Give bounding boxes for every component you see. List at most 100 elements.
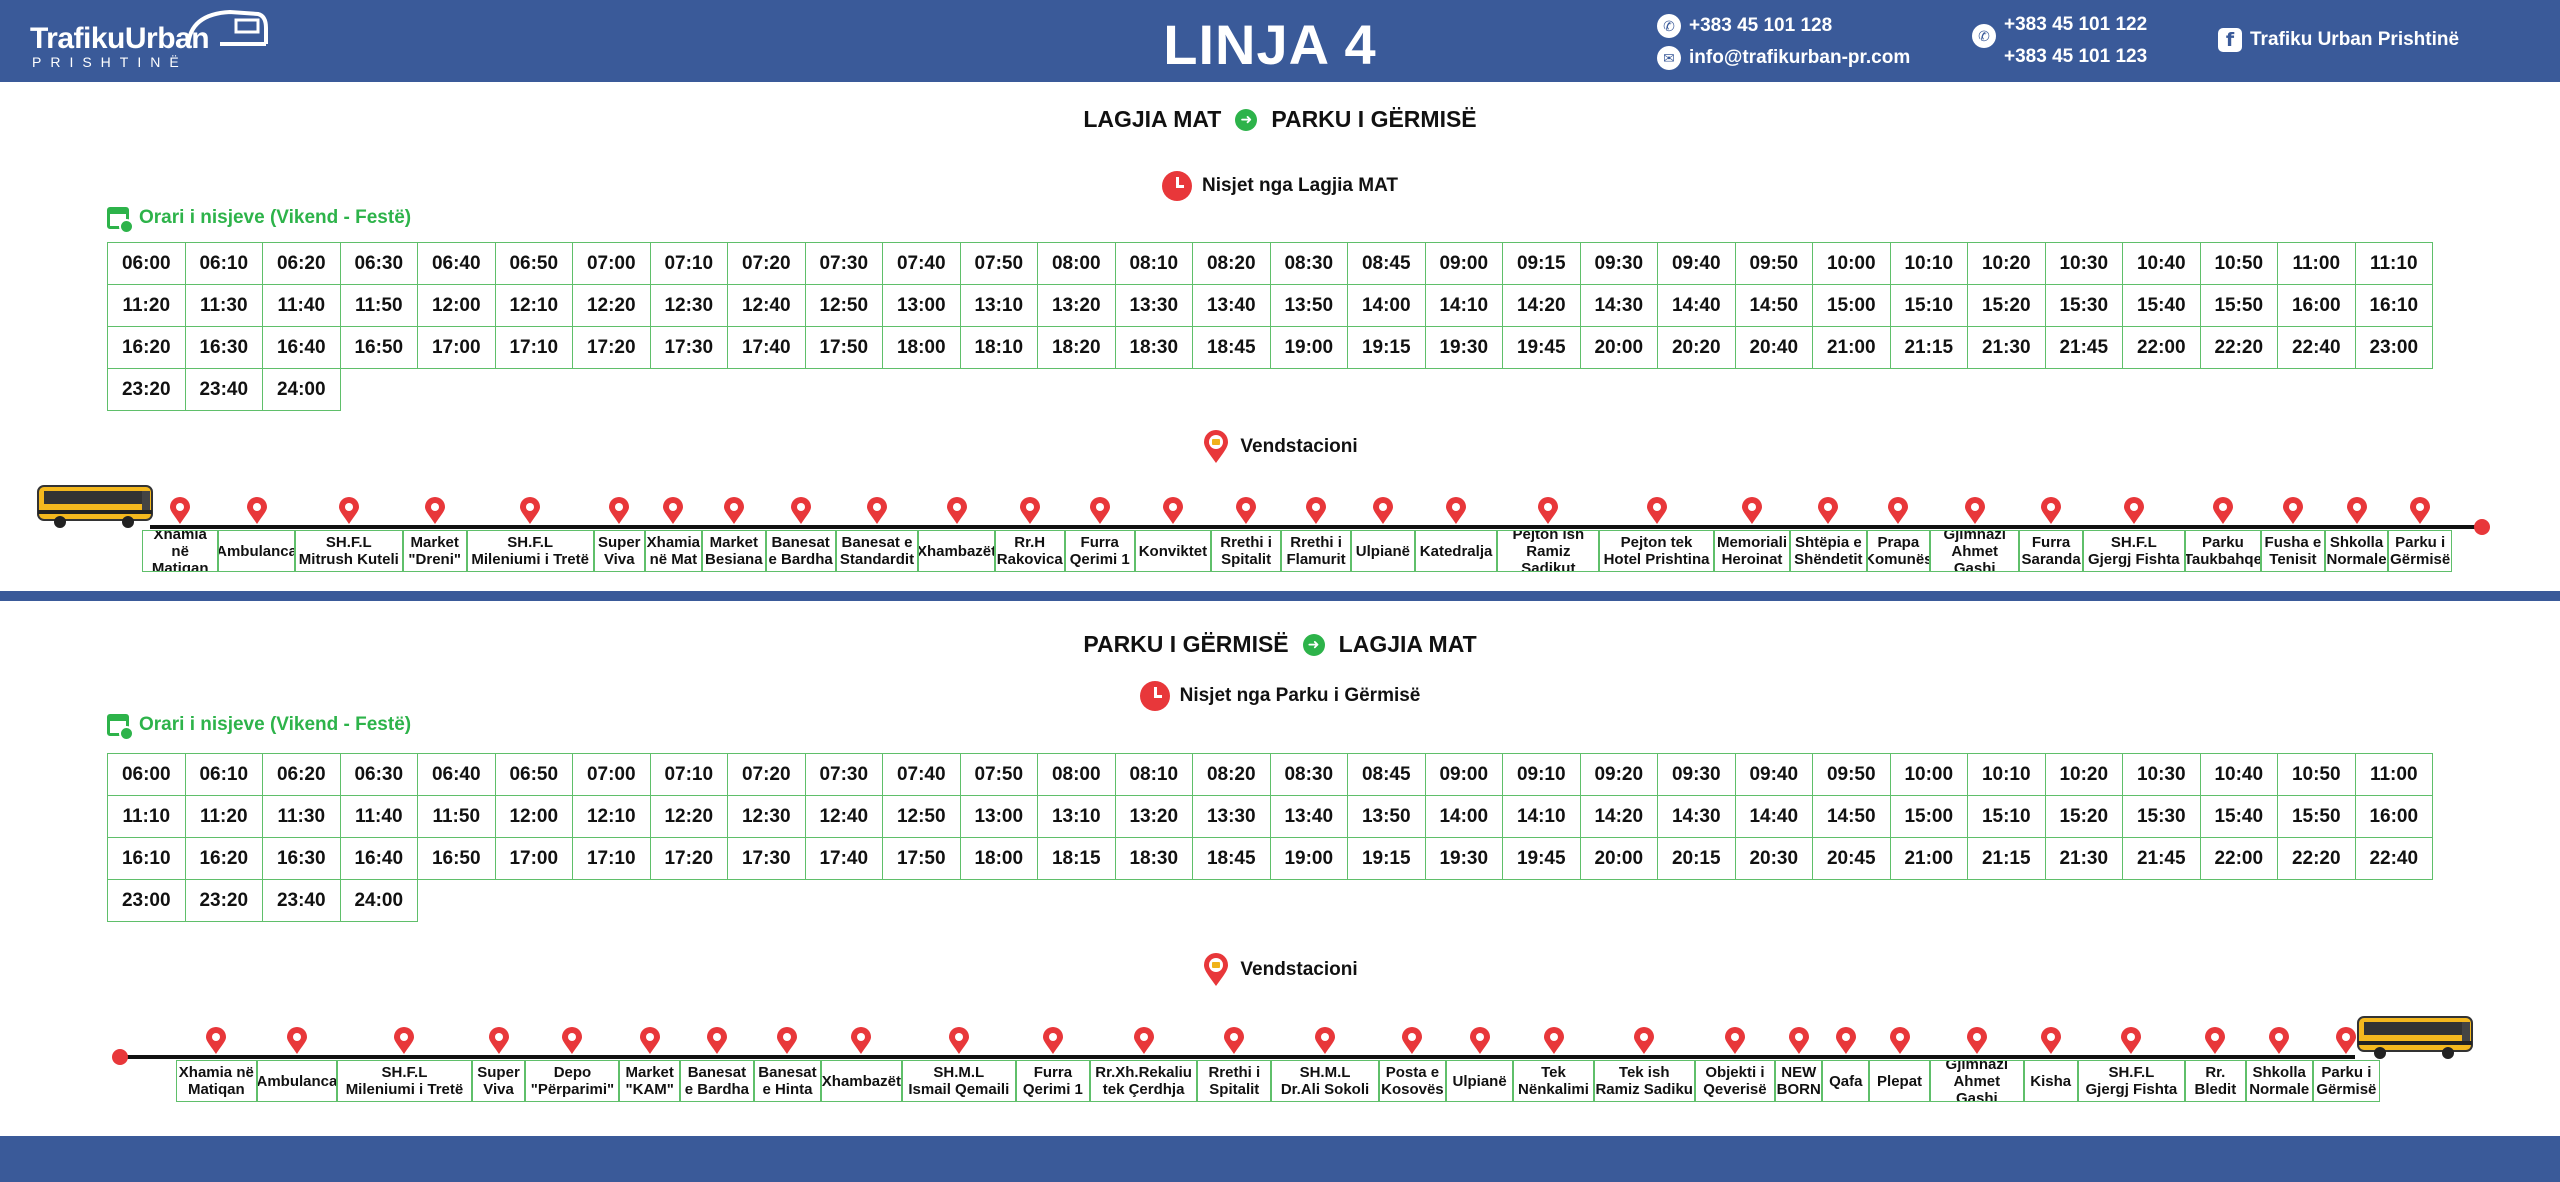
stop-pin-icon bbox=[2123, 497, 2144, 524]
departure-time: 11:50 bbox=[417, 795, 496, 838]
stop-pin-icon bbox=[663, 497, 684, 524]
stop-name: NEW BORN bbox=[1777, 1064, 1821, 1098]
viber-contact-1[interactable]: +383 45 101 122 bbox=[2004, 14, 2147, 36]
stop-name-line: Matiqan bbox=[151, 559, 209, 572]
stop-name-line: Shtëpia e bbox=[1795, 534, 1862, 551]
stop-pin-icon bbox=[1646, 497, 1667, 524]
stop-name-line: Posta e bbox=[1385, 1064, 1440, 1081]
departure-time: 11:30 bbox=[184, 284, 263, 327]
stop-name-line: Ulpianë bbox=[1355, 542, 1410, 560]
departure-time: 16:50 bbox=[417, 837, 496, 880]
timetable-row: 16:10 16:20 16:30 16:40 16:50 17:00 17:10 17:20… bbox=[107, 837, 2433, 880]
calendar-icon bbox=[107, 207, 134, 234]
departure-time: 11:00 bbox=[2277, 242, 2356, 285]
stop-name-line: Ambulanca bbox=[256, 1072, 338, 1090]
departure-time: 11:20 bbox=[107, 284, 186, 327]
departure-time: 23:40 bbox=[184, 368, 263, 411]
bus-icon bbox=[2357, 1016, 2473, 1059]
stop-name-line: Memoriali bbox=[1716, 534, 1787, 551]
departure-time: 06:50 bbox=[494, 753, 573, 796]
stop-name-line: Pejton ish bbox=[1512, 530, 1585, 543]
arrow-right-icon: ➜ bbox=[1302, 633, 1325, 656]
stop-pin-icon bbox=[777, 1027, 798, 1054]
stops-title-2: Vendstacioni bbox=[0, 953, 2560, 987]
facebook-link[interactable]: f Trafiku Urban Prishtinë bbox=[2218, 28, 2459, 52]
stop-label: Banesat e Hinta bbox=[753, 1060, 822, 1102]
stop-name-line: Gjimnazi bbox=[1943, 530, 2006, 543]
timetable-row: 11:20 11:30 11:40 11:50 12:00 12:10 12:20 12:30… bbox=[107, 284, 2433, 327]
stop-name-line: Flamurit bbox=[1286, 551, 1346, 568]
viber-contact-2[interactable]: +383 45 101 123 bbox=[2004, 46, 2147, 68]
stop-pin-icon bbox=[1089, 497, 1110, 524]
departure-time: 12:50 bbox=[804, 284, 883, 327]
departure-time: 09:15 bbox=[1502, 242, 1581, 285]
stop-name-line: Xhamia në bbox=[178, 1064, 254, 1081]
stop-label: Banesat e Bardha bbox=[679, 1060, 754, 1102]
stop-name-line: e Bardha bbox=[684, 1081, 749, 1098]
stop-name: Konviktet bbox=[1139, 543, 1207, 560]
stop-label: Prapa Komunës bbox=[1866, 530, 1931, 572]
stop-label: Xhambazët bbox=[918, 530, 995, 572]
departure-time: 22:00 bbox=[2122, 326, 2201, 369]
departure-time: 09:10 bbox=[1502, 753, 1581, 796]
departure-time: 18:15 bbox=[1037, 837, 1116, 880]
departure-time: 12:20 bbox=[572, 284, 651, 327]
stop-name-line: Nënkalimi bbox=[1518, 1081, 1589, 1098]
departure-time: 07:50 bbox=[959, 753, 1038, 796]
departure-time: 21:15 bbox=[1889, 326, 1968, 369]
departure-time: 20:00 bbox=[1579, 326, 1658, 369]
stop-name-line: Saranda bbox=[2021, 551, 2081, 568]
departure-time: 19:30 bbox=[1424, 837, 1503, 880]
stop-name: Memoriali Heroinat bbox=[1717, 534, 1787, 568]
stop-name: Tek Nënkalimi bbox=[1518, 1064, 1589, 1098]
stop-label: SH.F.L Gjergj Fishta bbox=[2082, 530, 2185, 572]
email-contact[interactable]: ✉ info@trafikurban-pr.com bbox=[1657, 46, 1910, 70]
stop-label: SH.F.L Gjergj Fishta bbox=[2077, 1060, 2186, 1102]
departure-time: 11:20 bbox=[184, 795, 263, 838]
stop-label: Rrethi i Spitalit bbox=[1211, 530, 1282, 572]
stop-pin-icon bbox=[2269, 1027, 2290, 1054]
stop-pin-icon bbox=[246, 497, 267, 524]
stop-name: Furra Saranda bbox=[2021, 534, 2080, 568]
departures-title-1: Nisjet nga Lagjia MAT bbox=[0, 171, 2560, 201]
stop-name: Furra Qerimi 1 bbox=[1070, 534, 1130, 568]
departure-time: 06:00 bbox=[107, 753, 186, 796]
phone-contact[interactable]: ✆ +383 45 101 128 bbox=[1657, 14, 1832, 38]
stop-pin-icon bbox=[639, 1027, 660, 1054]
departure-time: 06:00 bbox=[107, 242, 186, 285]
stop-label: Shkolla Normale bbox=[2324, 530, 2389, 572]
stop-pin-icon bbox=[286, 1027, 307, 1054]
stop-name-line: Mitrush Kuteli bbox=[298, 551, 399, 568]
stop-name-line: Tenisit bbox=[2269, 551, 2317, 568]
stop-pin-icon bbox=[2336, 1027, 2357, 1054]
stop-pin-icon bbox=[1204, 953, 1229, 986]
stop-name: Posta e Kosovës bbox=[1381, 1064, 1444, 1098]
stop-name-line: Ramiz Sadikut bbox=[1521, 542, 1576, 572]
schedule-label-1: Orari i nisjeve (Vikend - Festë) bbox=[107, 207, 412, 234]
departure-time: 18:10 bbox=[959, 326, 1038, 369]
stop-label: Rrethi i Spitalit bbox=[1197, 1060, 1272, 1102]
stop-name-line: NEW bbox=[1781, 1064, 1817, 1081]
stop-name-line: Shkolla bbox=[2252, 1064, 2306, 1081]
stop-name-line: Viva bbox=[603, 551, 635, 568]
stop-name-line: Heroinat bbox=[1721, 551, 1783, 568]
schedule-label-text: Orari i nisjeve (Vikend - Festë) bbox=[139, 207, 412, 228]
stop-name: Xhamia në Mat bbox=[647, 534, 700, 568]
stop-name-line: SH.F.L bbox=[507, 534, 554, 551]
email-icon: ✉ bbox=[1657, 46, 1681, 70]
stop-name-line: Matiqan bbox=[187, 1081, 245, 1098]
stop-label: Rrethi i Flamurit bbox=[1281, 530, 1352, 572]
stop-name: Pejton tek Hotel Prishtina bbox=[1604, 534, 1710, 568]
stop-pin-icon bbox=[488, 1027, 509, 1054]
departure-time: 13:40 bbox=[1192, 284, 1271, 327]
stop-label: Market "KAM" bbox=[619, 1060, 680, 1102]
stop-name-line: Hotel Prishtina bbox=[1603, 551, 1710, 568]
stop-pin-icon bbox=[170, 497, 191, 524]
phone-icon: ✆ bbox=[1657, 14, 1681, 38]
stop-name-line: Market bbox=[410, 534, 459, 551]
route-title-2: PARKU I GËRMISË ➜ LAGJIA MAT bbox=[0, 631, 2560, 658]
departure-time: 13:20 bbox=[1114, 795, 1193, 838]
stop-pin-icon bbox=[1888, 497, 1909, 524]
departure-time: 13:40 bbox=[1269, 795, 1348, 838]
stop-name: Banesat e Bardha bbox=[769, 534, 833, 568]
